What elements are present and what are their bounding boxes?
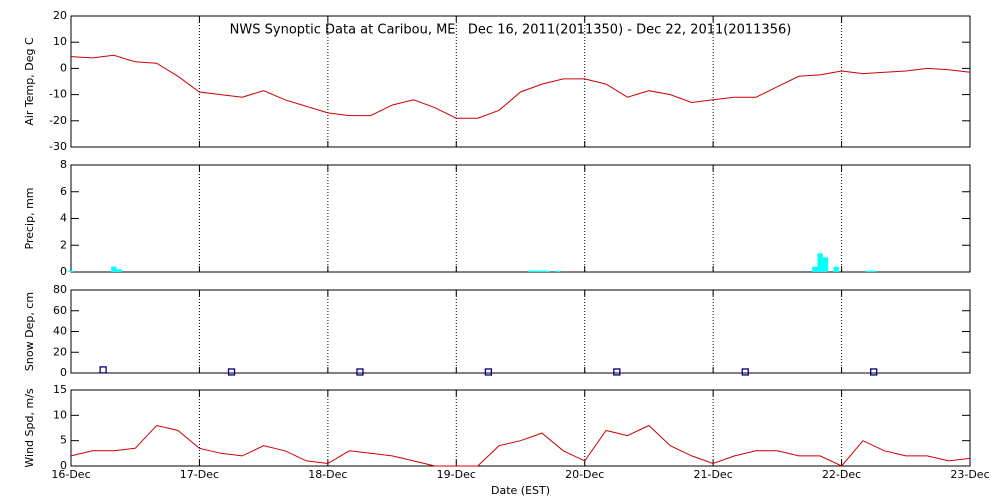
bar — [116, 269, 122, 272]
y-axis-label: Wind Spd, m/s — [23, 388, 36, 468]
y-tick-label: 15 — [53, 383, 67, 396]
bar — [68, 270, 74, 272]
x-axis-label: Date (EST) — [491, 484, 550, 497]
data-line — [70, 424, 971, 467]
y-tick-label: 4 — [60, 212, 67, 225]
bar — [528, 270, 534, 272]
y-axis-label: Precip, mm — [23, 188, 36, 250]
y-axis-label: Snow Dep, cm — [23, 292, 36, 371]
y-tick-label: 0 — [60, 61, 67, 74]
bar — [871, 270, 877, 272]
plot-frame — [70, 164, 971, 273]
point — [741, 368, 749, 376]
y-tick-label: 80 — [53, 283, 67, 296]
plot-frame — [70, 289, 971, 374]
y-tick-label: -10 — [49, 88, 67, 101]
y-tick-label: 60 — [53, 304, 67, 317]
x-tick-label: 17-Dec — [180, 468, 219, 481]
y-tick-label: 0 — [60, 265, 67, 278]
point — [613, 368, 621, 376]
y-tick-label: 40 — [53, 325, 67, 338]
bar — [865, 270, 872, 272]
y-tick-label: 8 — [60, 158, 67, 171]
bar — [539, 270, 545, 272]
point — [870, 368, 878, 376]
point — [227, 368, 236, 376]
x-tick-label: 18-Dec — [308, 468, 347, 481]
x-tick-label: 19-Dec — [437, 468, 476, 481]
x-tick-label: 22-Dec — [822, 468, 861, 481]
x-tick-label: 20-Dec — [565, 468, 604, 481]
y-tick-label: 20 — [53, 345, 67, 358]
y-axis-label: Air Temp, Deg C — [23, 37, 36, 126]
y-tick-label: 0 — [60, 366, 67, 379]
point — [484, 368, 493, 376]
y-tick-label: 10 — [53, 35, 67, 48]
y-tick-label: 10 — [53, 408, 67, 421]
point — [99, 366, 107, 374]
y-tick-label: 0 — [60, 459, 67, 472]
chart-title: NWS Synoptic Data at Caribou, ME Dec 16,… — [230, 23, 792, 38]
bar — [533, 270, 540, 272]
x-tick-label: 16-Dec — [51, 468, 90, 481]
data-line — [70, 54, 971, 119]
plot-frame — [70, 15, 971, 148]
bar — [822, 257, 829, 272]
bar — [555, 270, 561, 272]
y-tick-label: 6 — [60, 185, 67, 198]
bar — [812, 266, 818, 272]
y-tick-label: 5 — [60, 434, 67, 447]
bar — [111, 266, 117, 272]
bar — [544, 270, 550, 272]
y-tick-label: -20 — [49, 114, 67, 127]
plot-frame — [70, 389, 971, 467]
y-tick-label: -30 — [49, 140, 67, 153]
y-tick-label: 20 — [53, 9, 67, 22]
bar — [817, 253, 823, 272]
bar — [833, 266, 839, 272]
x-tick-label: 23-Dec — [950, 468, 989, 481]
point — [356, 368, 364, 376]
y-tick-label: 2 — [60, 238, 67, 251]
x-tick-label: 21-Dec — [694, 468, 733, 481]
